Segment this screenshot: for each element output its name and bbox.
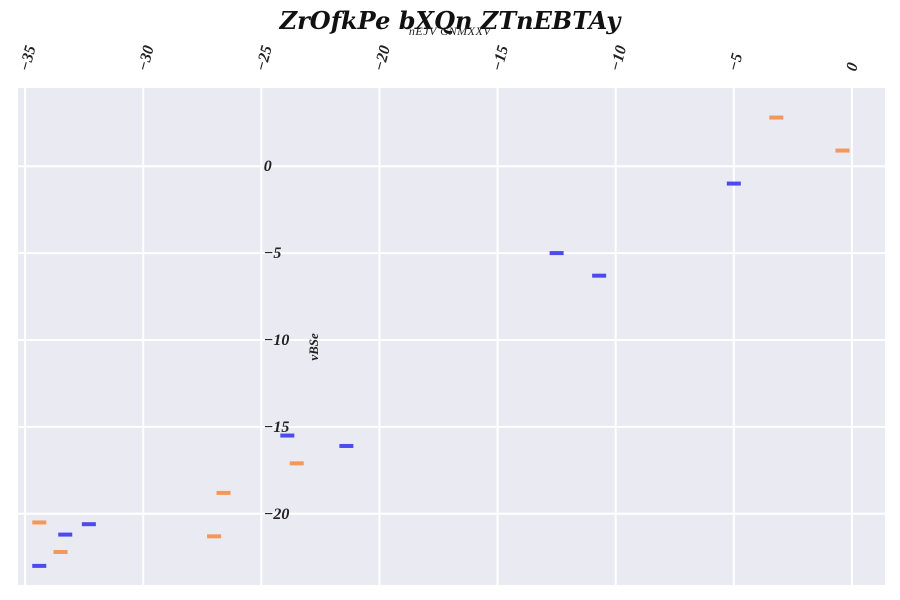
y-tick-label: −15 [264,419,290,436]
x-tick-label: −30 [135,44,158,73]
y-tick-label: −10 [264,332,290,349]
data-point-series-1 [280,433,295,438]
data-points [32,115,850,568]
y-tick-labels: 0 −5 −10 −15 −20 [264,158,290,523]
x-tick-label: −15 [489,44,512,73]
data-point-series-2 [32,520,47,525]
data-point-series-1 [58,532,73,537]
y-axis-label: vBSe [306,333,321,361]
data-point-series-2 [216,490,231,495]
x-tick-labels: −35 −30 −25 −20 −15 −10 −5 0 [17,44,862,73]
x-tick-label: −5 [725,52,746,73]
y-tick-label: −20 [264,506,290,523]
x-axis-label: nEJV CNMXXV [408,24,492,38]
data-point-series-2 [769,115,784,120]
data-point-series-1 [592,273,607,278]
data-point-series-2 [53,549,68,554]
x-tick-label: −10 [607,44,630,73]
data-point-series-1 [726,181,741,186]
data-point-series-2 [207,534,222,539]
data-point-series-1 [32,563,47,568]
data-point-series-1 [339,443,354,448]
y-tick-label: −5 [264,245,282,262]
data-point-series-2 [835,148,850,153]
grid-lines [18,88,885,585]
x-tick-label: −20 [371,44,394,73]
data-point-series-1 [81,522,96,527]
x-tick-label: −25 [253,44,276,73]
x-tick-label: −35 [17,44,40,73]
y-tick-label: 0 [264,158,272,175]
data-point-series-1 [549,251,564,256]
plot-area [18,88,885,585]
x-tick-label: 0 [843,61,861,73]
chart-title: ZrOfkPe bXQn ZTnEBTAy [279,6,621,35]
data-point-series-2 [289,461,304,466]
